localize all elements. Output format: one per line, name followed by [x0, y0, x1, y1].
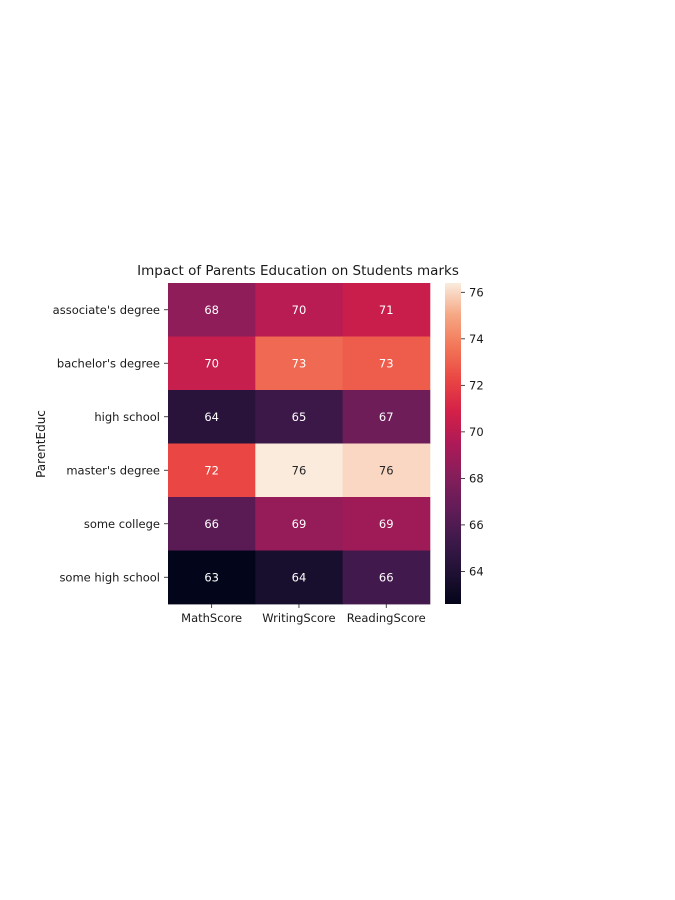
heatmap-cell [255, 336, 343, 391]
y-tick-label: some high school [59, 570, 160, 584]
heatmap-cell [168, 443, 256, 498]
chart-title: Impact of Parents Education on Students … [137, 263, 459, 279]
heatmap-cells [168, 283, 431, 605]
cell-annotation: 68 [204, 303, 219, 317]
heatmap-cell [342, 443, 431, 498]
heatmap-cell [342, 283, 431, 337]
cell-annotation: 63 [204, 570, 219, 584]
y-tick-label: bachelor's degree [57, 356, 160, 370]
colorbar-tick-label: 76 [469, 285, 484, 299]
cell-annotations: 68 70 71 70 73 73 64 65 67 72 76 76 66 69 69 63 64 66 [204, 303, 393, 585]
colorbar-ticks: 64 66 68 70 72 74 76 [461, 285, 484, 578]
heatmap-cell [342, 550, 431, 605]
y-tick-label: associate's degree [53, 303, 160, 317]
x-tick-label: WritingScore [262, 611, 335, 625]
cell-annotation: 69 [292, 517, 307, 531]
colorbar-tick-label: 68 [469, 471, 484, 485]
cell-annotation: 66 [379, 570, 394, 584]
cell-annotation: 67 [379, 410, 394, 424]
y-axis-label: ParentEduc [34, 410, 48, 478]
cell-annotation: 70 [204, 356, 219, 370]
cell-annotation: 64 [292, 570, 307, 584]
colorbar-tick-label: 64 [469, 564, 484, 578]
heatmap-cell [342, 336, 431, 391]
colorbar [445, 283, 461, 604]
colorbar-tick-label: 70 [469, 425, 484, 439]
y-tick-label: master's degree [66, 463, 160, 477]
heatmap-cell [168, 283, 256, 337]
heatmap-cell [255, 443, 343, 498]
x-tick-label: MathScore [181, 611, 242, 625]
heatmap-cell [168, 550, 256, 605]
heatmap-cell [168, 390, 256, 444]
cell-annotation: 71 [379, 303, 394, 317]
y-tick-label: high school [94, 410, 160, 424]
y-tick-label: some college [84, 517, 160, 531]
heatmap-cell [255, 497, 343, 551]
heatmap-cell [255, 283, 343, 337]
colorbar-tick-label: 72 [469, 378, 484, 392]
heatmap-cell [168, 336, 256, 391]
cell-annotation: 65 [292, 410, 307, 424]
colorbar-tick-label: 74 [469, 332, 484, 346]
heatmap-axes: MathScore WritingScore ReadingScore associa… [53, 303, 426, 625]
cell-annotation: 69 [379, 517, 394, 531]
cell-annotation: 70 [292, 303, 307, 317]
heatmap-cell [342, 390, 431, 444]
heatmap-cell [255, 550, 343, 605]
heatmap-cell [168, 497, 256, 551]
cell-annotation: 73 [379, 356, 394, 370]
cell-annotation: 76 [292, 463, 307, 477]
x-tick-label: ReadingScore [347, 611, 426, 625]
colorbar-tick-label: 66 [469, 518, 484, 532]
cell-annotation: 66 [204, 517, 219, 531]
cell-annotation: 76 [379, 463, 394, 477]
heatmap-cell [255, 390, 343, 444]
cell-annotation: 64 [204, 410, 219, 424]
cell-annotation: 72 [204, 463, 219, 477]
cell-annotation: 73 [292, 356, 307, 370]
heatmap-cell [342, 497, 431, 551]
